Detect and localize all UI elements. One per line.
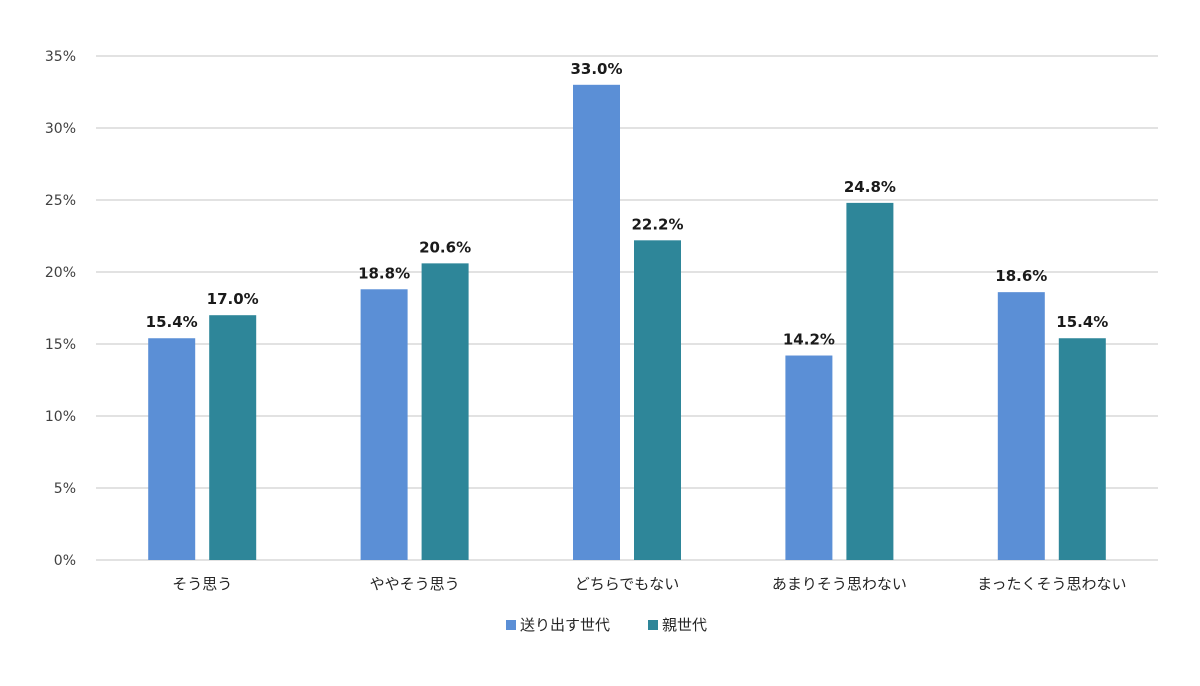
bar-series1 [573, 84, 620, 561]
x-category-label: まったくそう思わない [977, 575, 1126, 593]
data-label: 24.8% [844, 178, 896, 196]
data-label: 15.4% [146, 313, 198, 331]
data-label: 15.4% [1056, 313, 1108, 331]
bar-series2 [846, 202, 894, 560]
data-label: 20.6% [419, 238, 471, 256]
data-label: 33.0% [570, 60, 622, 78]
y-tick-label: 25% [45, 193, 76, 209]
bar-series2 [634, 240, 681, 560]
legend-label: 親世代 [662, 616, 707, 634]
bar-series1 [997, 292, 1045, 560]
y-tick-label: 35% [45, 49, 76, 65]
bar-series1 [360, 289, 408, 560]
y-tick-label: 0% [54, 553, 76, 569]
legend-swatch [506, 620, 516, 630]
bar-series2 [1058, 338, 1106, 560]
x-category-label: ややそう思う [370, 575, 460, 593]
y-tick-label: 20% [45, 265, 76, 281]
bar-series1 [148, 338, 196, 560]
data-label: 14.2% [783, 331, 835, 349]
x-category-label: あまりそう思わない [772, 575, 907, 593]
bar-series2 [421, 263, 469, 560]
data-label: 18.8% [358, 264, 410, 282]
data-label: 18.6% [995, 267, 1047, 285]
y-tick-label: 5% [54, 481, 76, 497]
x-category-label: どちらでもない [575, 575, 680, 593]
data-label: 22.2% [631, 215, 683, 233]
bar-series1 [785, 355, 833, 560]
bar-series2 [209, 315, 257, 560]
legend-label: 送り出す世代 [520, 616, 610, 634]
legend-swatch [648, 620, 658, 630]
y-tick-label: 10% [45, 409, 76, 425]
data-label: 17.0% [207, 290, 259, 308]
x-category-label: そう思う [172, 575, 232, 593]
y-tick-label: 30% [45, 121, 76, 137]
y-tick-label: 15% [45, 337, 76, 353]
